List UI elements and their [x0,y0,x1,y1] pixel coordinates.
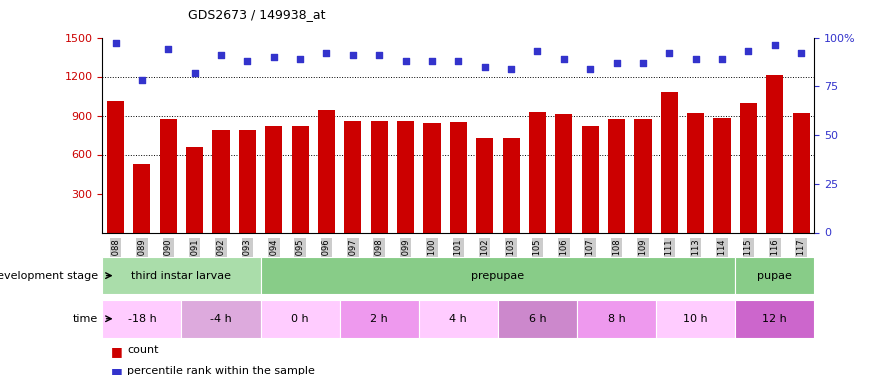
Text: ■: ■ [111,345,127,358]
Text: -4 h: -4 h [210,314,232,324]
Text: 6 h: 6 h [529,314,546,324]
Point [741,48,756,54]
Bar [503,138,520,232]
Point [240,58,255,64]
Bar [577,300,656,338]
Bar [102,300,182,338]
Text: 8 h: 8 h [608,314,626,324]
Point [715,56,729,62]
Text: prepupae: prepupae [472,271,524,280]
Bar [635,119,651,232]
Text: pupae: pupae [757,271,792,280]
Point [345,52,360,58]
Bar [735,300,814,338]
Text: percentile rank within the sample: percentile rank within the sample [127,366,315,375]
Bar [449,122,467,232]
Bar [261,300,340,338]
Text: count: count [127,345,158,355]
Point [504,66,518,72]
Bar [608,119,625,232]
Bar [213,130,230,232]
Point [478,64,492,70]
Bar [656,300,735,338]
Point [530,48,545,54]
Point [161,46,175,52]
Bar [687,113,704,232]
Text: time: time [73,314,98,324]
Bar [740,102,757,232]
Bar [340,300,419,338]
Text: 2 h: 2 h [370,314,388,324]
Point [214,52,228,58]
Bar [159,119,177,232]
Text: third instar larvae: third instar larvae [132,271,231,280]
Point [583,66,597,72]
Bar [318,110,335,232]
Bar [735,257,814,294]
Bar [397,121,414,232]
Bar [182,300,261,338]
Bar [714,118,731,232]
Bar [498,300,577,338]
Bar [529,112,546,232]
Point [451,58,465,64]
Bar [766,75,783,232]
Bar [660,92,678,232]
Text: ■: ■ [111,366,127,375]
Text: -18 h: -18 h [127,314,157,324]
Bar [424,123,441,232]
Bar [134,164,150,232]
Point [320,50,334,56]
Bar [239,130,256,232]
Point [689,56,703,62]
Point [794,50,808,56]
Bar [582,126,599,232]
Text: 12 h: 12 h [763,314,787,324]
Point [293,56,307,62]
Point [768,42,782,48]
Text: development stage: development stage [0,271,98,280]
Text: GDS2673 / 149938_at: GDS2673 / 149938_at [188,8,325,21]
Text: 0 h: 0 h [291,314,309,324]
Bar [419,300,498,338]
Bar [555,114,572,232]
Point [109,40,123,46]
Bar [107,101,124,232]
Bar [344,121,361,232]
Bar [261,257,735,294]
Bar [186,147,203,232]
Text: 10 h: 10 h [684,314,708,324]
Bar [102,257,261,294]
Point [557,56,571,62]
Bar [793,113,810,232]
Point [635,60,650,66]
Bar [265,126,282,232]
Point [267,54,281,60]
Point [188,70,202,76]
Point [134,77,149,83]
Point [372,52,386,58]
Point [399,58,413,64]
Point [425,58,439,64]
Point [662,50,676,56]
Bar [476,138,493,232]
Text: 4 h: 4 h [449,314,467,324]
Point [610,60,624,66]
Bar [370,121,388,232]
Bar [292,126,309,232]
